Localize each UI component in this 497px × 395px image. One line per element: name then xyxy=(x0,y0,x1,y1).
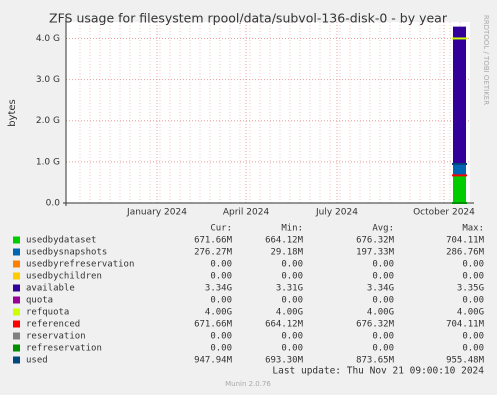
legend-value: 0.00 xyxy=(281,332,303,342)
legend-swatch xyxy=(13,320,20,328)
legend-value: 671.66M xyxy=(194,320,233,330)
legend-value: 3.35G xyxy=(457,284,484,294)
legend-value: 0.00 xyxy=(372,332,394,342)
legend-swatch xyxy=(13,284,20,292)
legend-value: 671.66M xyxy=(194,236,233,246)
column-header: Max: xyxy=(462,224,484,234)
version: Munin 2.0.76 xyxy=(225,380,271,388)
legend-value: 0.00 xyxy=(372,344,394,354)
legend-value: 0.00 xyxy=(281,344,303,354)
legend-value: 0.00 xyxy=(281,296,303,306)
legend-value: 676.32M xyxy=(356,236,395,246)
y-tick-label: 4.0 G xyxy=(36,34,60,44)
legend-value: 286.76M xyxy=(446,248,485,258)
legend-value: 3.34G xyxy=(367,284,394,294)
legend-value: 704.11M xyxy=(446,320,485,330)
area-segment xyxy=(453,26,466,165)
legend-value: 197.33M xyxy=(356,248,395,258)
legend-value: 4.00G xyxy=(205,308,232,318)
column-header: Avg: xyxy=(372,224,394,234)
y-tick-label: 0.0 xyxy=(46,199,61,209)
legend-swatch xyxy=(13,296,20,304)
legend-label: reservation xyxy=(26,332,86,342)
legend-value: 873.65M xyxy=(356,356,395,366)
legend-value: 693.30M xyxy=(265,356,304,366)
legend-value: 947.94M xyxy=(194,356,233,366)
y-tick-label: 1.0 G xyxy=(36,157,60,167)
side-note: RRDTOOL / TOBI OETIKER xyxy=(482,15,490,105)
legend-value: 0.00 xyxy=(210,272,232,282)
x-tick-label: January 2024 xyxy=(126,208,187,218)
area-segment xyxy=(453,164,466,176)
legend-value: 4.00G xyxy=(276,308,303,318)
legend-value: 0.00 xyxy=(462,344,484,354)
legend-value: 0.00 xyxy=(281,272,303,282)
legend-swatch xyxy=(13,332,20,340)
legend-value: 29.18M xyxy=(270,248,303,258)
legend-value: 3.31G xyxy=(276,284,303,294)
y-tick-label: 2.0 G xyxy=(36,116,60,126)
legend-label: usedbysnapshots xyxy=(26,248,107,258)
legend-label: usedbydataset xyxy=(26,236,96,246)
legend-value: 0.00 xyxy=(210,296,232,306)
legend-label: used xyxy=(26,356,48,366)
legend-value: 0.00 xyxy=(281,260,303,270)
x-tick-label: April 2024 xyxy=(223,208,270,218)
x-tick-label: October 2024 xyxy=(413,208,475,218)
legend-value: 0.00 xyxy=(372,272,394,282)
legend-value: 0.00 xyxy=(372,260,394,270)
legend-value: 3.34G xyxy=(205,284,232,294)
chart-title: ZFS usage for filesystem rpool/data/subv… xyxy=(49,11,448,26)
legend-label: usedbychildren xyxy=(26,272,102,282)
legend-value: 676.32M xyxy=(356,320,395,330)
legend-swatch xyxy=(13,344,20,352)
legend-swatch xyxy=(13,260,20,268)
column-header: Min: xyxy=(281,224,303,234)
legend-value: 4.00G xyxy=(367,308,394,318)
legend-label: available xyxy=(26,284,75,294)
legend-label: usedbyrefreservation xyxy=(26,260,134,270)
legend-label: quota xyxy=(26,296,53,306)
legend-value: 664.12M xyxy=(265,320,304,330)
legend-value: 0.00 xyxy=(462,296,484,306)
legend-value: 0.00 xyxy=(210,344,232,354)
legend-label: refquota xyxy=(26,308,69,318)
y-axis-label: bytes xyxy=(7,99,18,127)
legend-value: 4.00G xyxy=(457,308,484,318)
legend-swatch xyxy=(13,308,20,316)
legend-swatch xyxy=(13,356,20,364)
legend-value: 0.00 xyxy=(210,260,232,270)
y-tick-label: 3.0 G xyxy=(36,75,60,85)
legend-swatch xyxy=(13,236,20,244)
column-header: Cur: xyxy=(210,224,232,234)
plot-area xyxy=(66,22,470,203)
legend-value: 0.00 xyxy=(210,332,232,342)
area-segment xyxy=(453,175,466,203)
legend-value: 704.11M xyxy=(446,236,485,246)
legend-label: refreservation xyxy=(26,344,102,354)
legend-label: referenced xyxy=(26,320,80,330)
legend-value: 0.00 xyxy=(462,260,484,270)
x-tick-label: July 2024 xyxy=(315,208,358,218)
legend-value: 664.12M xyxy=(265,236,304,246)
legend-swatch xyxy=(13,272,20,280)
legend-value: 0.00 xyxy=(372,296,394,306)
legend-value: 955.48M xyxy=(446,356,485,366)
legend-value: 276.27M xyxy=(194,248,233,258)
legend-value: 0.00 xyxy=(462,332,484,342)
footer: Last update: Thu Nov 21 09:00:10 2024 xyxy=(272,366,484,377)
legend-swatch xyxy=(13,248,20,256)
legend-value: 0.00 xyxy=(462,272,484,282)
